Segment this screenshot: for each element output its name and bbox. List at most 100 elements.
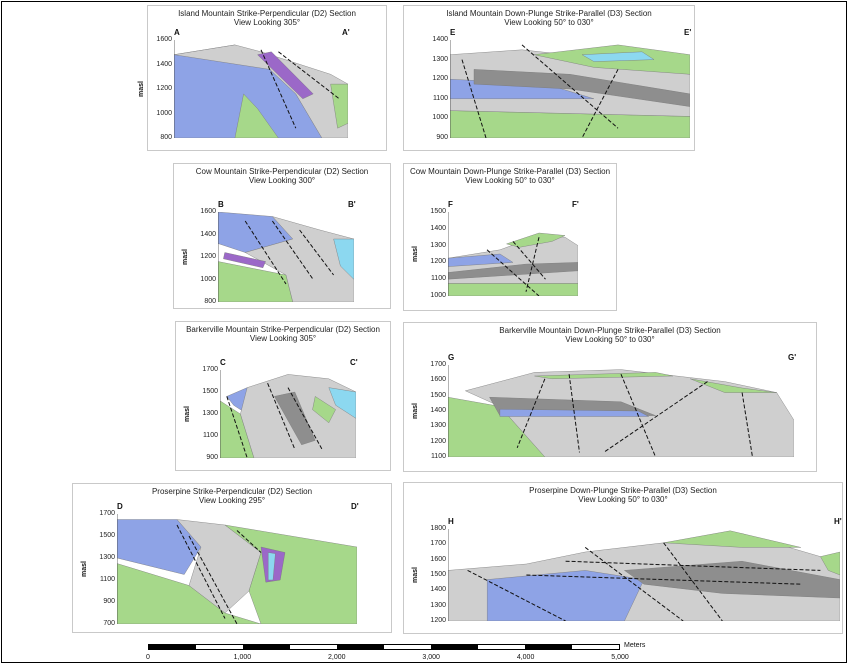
cross-section-drawing (117, 514, 357, 624)
elevation-tick-label: 1600 (156, 36, 172, 43)
elevation-tick-label: 1300 (432, 55, 448, 63)
elevation-tick-label: 1200 (156, 85, 172, 92)
elevation-tick-label: 1100 (430, 275, 446, 283)
fault-line (603, 381, 708, 453)
elevation-axis-label: masl (182, 249, 189, 265)
elevation-tick-label: 1100 (432, 94, 448, 102)
cross-section-drawing (218, 212, 354, 302)
elevation-axis-label: masl (412, 567, 419, 583)
geologic-unit (333, 238, 354, 280)
fault-line (461, 59, 487, 138)
geologic-unit (174, 44, 348, 138)
geologic-unit (473, 69, 690, 107)
section-title: Cow Mountain Down-Plunge Strike-Parallel… (409, 167, 611, 176)
fault-line (512, 241, 546, 280)
geologic-unit (820, 551, 840, 576)
section-panel: Island Mountain Strike-Perpendicular (D2… (138, 5, 387, 151)
section-end-label: C' (350, 358, 358, 367)
geologic-unit (218, 261, 294, 302)
section-title: Cow Mountain Strike-Perpendicular (D2) S… (195, 167, 369, 176)
elevation-tick-label: 1500 (202, 388, 218, 395)
elevation-tick-label: 900 (206, 454, 218, 461)
section-start-label: B (218, 200, 224, 209)
elevation-tick-label: 1500 (99, 532, 115, 539)
fault-line (584, 547, 684, 621)
scale-bar (148, 644, 620, 650)
cross-section-drawing (450, 40, 690, 138)
geologic-unit (117, 563, 262, 624)
section-start-label: F (448, 200, 453, 209)
elevation-tick-label: 1700 (430, 361, 446, 368)
section-title: Island Mountain Strike-Perpendicular (D2… (178, 9, 356, 18)
cross-section-drawing (174, 40, 348, 138)
elevation-tick-label: 1100 (99, 576, 115, 583)
fault-line (299, 229, 334, 276)
scale-tick-label: 0 (146, 654, 150, 661)
elevation-tick-label: 1700 (99, 510, 115, 517)
fault-line (176, 524, 226, 619)
scale-tick-label: 2,000 (328, 654, 346, 661)
scale-tick-label: 1,000 (233, 654, 252, 661)
elevation-axis-label: masl (412, 246, 419, 262)
section-end-label: E' (684, 28, 692, 37)
scale-bar-segment (149, 645, 196, 649)
fault-line (620, 374, 657, 457)
elevation-tick-label: 1700 (202, 366, 218, 373)
section-view-direction: View Looking 50° to 030° (504, 18, 594, 27)
section-title: Barkerville Mountain Strike-Perpendicula… (186, 325, 380, 334)
section-title: Island Mountain Down-Plunge Strike-Paral… (446, 9, 652, 18)
elevation-tick-label: 1800 (430, 525, 446, 532)
geologic-unit (267, 552, 276, 581)
cross-section-drawing (448, 212, 578, 296)
section-start-label: G (448, 353, 455, 362)
fault-line (581, 69, 619, 138)
fault-line (525, 237, 540, 292)
geologic-unit (690, 378, 777, 393)
section-panel: Barkerville Mountain Down-Plunge Strike-… (403, 322, 817, 472)
elevation-tick-label: 1300 (430, 241, 446, 249)
fault-line (568, 374, 580, 453)
elevation-tick-label: 1100 (202, 432, 218, 439)
scale-bar-segment (431, 645, 478, 649)
section-view-direction: View Looking 305° (233, 18, 301, 27)
section-view-direction: View Looking 50° to 030° (465, 176, 555, 185)
section-end-label: A' (342, 28, 350, 37)
elevation-tick-label: 800 (204, 298, 216, 305)
geologic-unit (117, 519, 202, 575)
geologic-unit (274, 391, 316, 446)
elevation-tick-label: 1300 (202, 410, 218, 417)
elevation-axis-label: masl (81, 561, 88, 577)
cross-section-drawing (448, 365, 794, 457)
scale-tick-label: 4,000 (516, 654, 535, 661)
section-start-label: H (448, 517, 454, 526)
section-view-direction: View Looking 50° to 030° (578, 495, 668, 504)
elevation-tick-label: 1300 (99, 554, 115, 561)
elevation-tick-label: 1700 (430, 540, 446, 548)
elevation-tick-label: 1400 (156, 60, 172, 68)
scale-tick-label: 3,000 (422, 654, 440, 661)
section-title: Proserpine Down-Plunge Strike-Parallel (… (529, 486, 717, 495)
elevation-tick-label: 1600 (430, 555, 446, 563)
section-end-label: G' (788, 353, 797, 362)
section-start-label: E (450, 28, 456, 37)
cross-section-drawing (220, 370, 356, 458)
section-panel: Island Mountain Down-Plunge Strike-Paral… (403, 5, 695, 151)
section-panel: Proserpine Strike-Perpendicular (D2) Sec… (72, 483, 392, 633)
section-end-label: F' (572, 200, 579, 209)
scale-tick-label: 5,000 (611, 654, 629, 661)
fault-line (467, 569, 566, 621)
elevation-tick-label: 1400 (430, 224, 446, 232)
fault-line (741, 392, 753, 457)
geologic-unit (487, 570, 645, 621)
fault-line (278, 51, 340, 100)
geologic-unit (663, 530, 801, 548)
scale-bar-segment (243, 645, 290, 649)
fault-line (565, 560, 821, 571)
elevation-axis-label: masl (412, 403, 419, 419)
scale-bar-segment (290, 645, 337, 649)
scale-bar-segment (196, 645, 243, 649)
elevation-axis-label: masl (138, 81, 145, 97)
elevation-tick-label: 1200 (430, 258, 446, 266)
elevation-tick-label: 1000 (432, 114, 448, 122)
geologic-unit (330, 83, 348, 129)
